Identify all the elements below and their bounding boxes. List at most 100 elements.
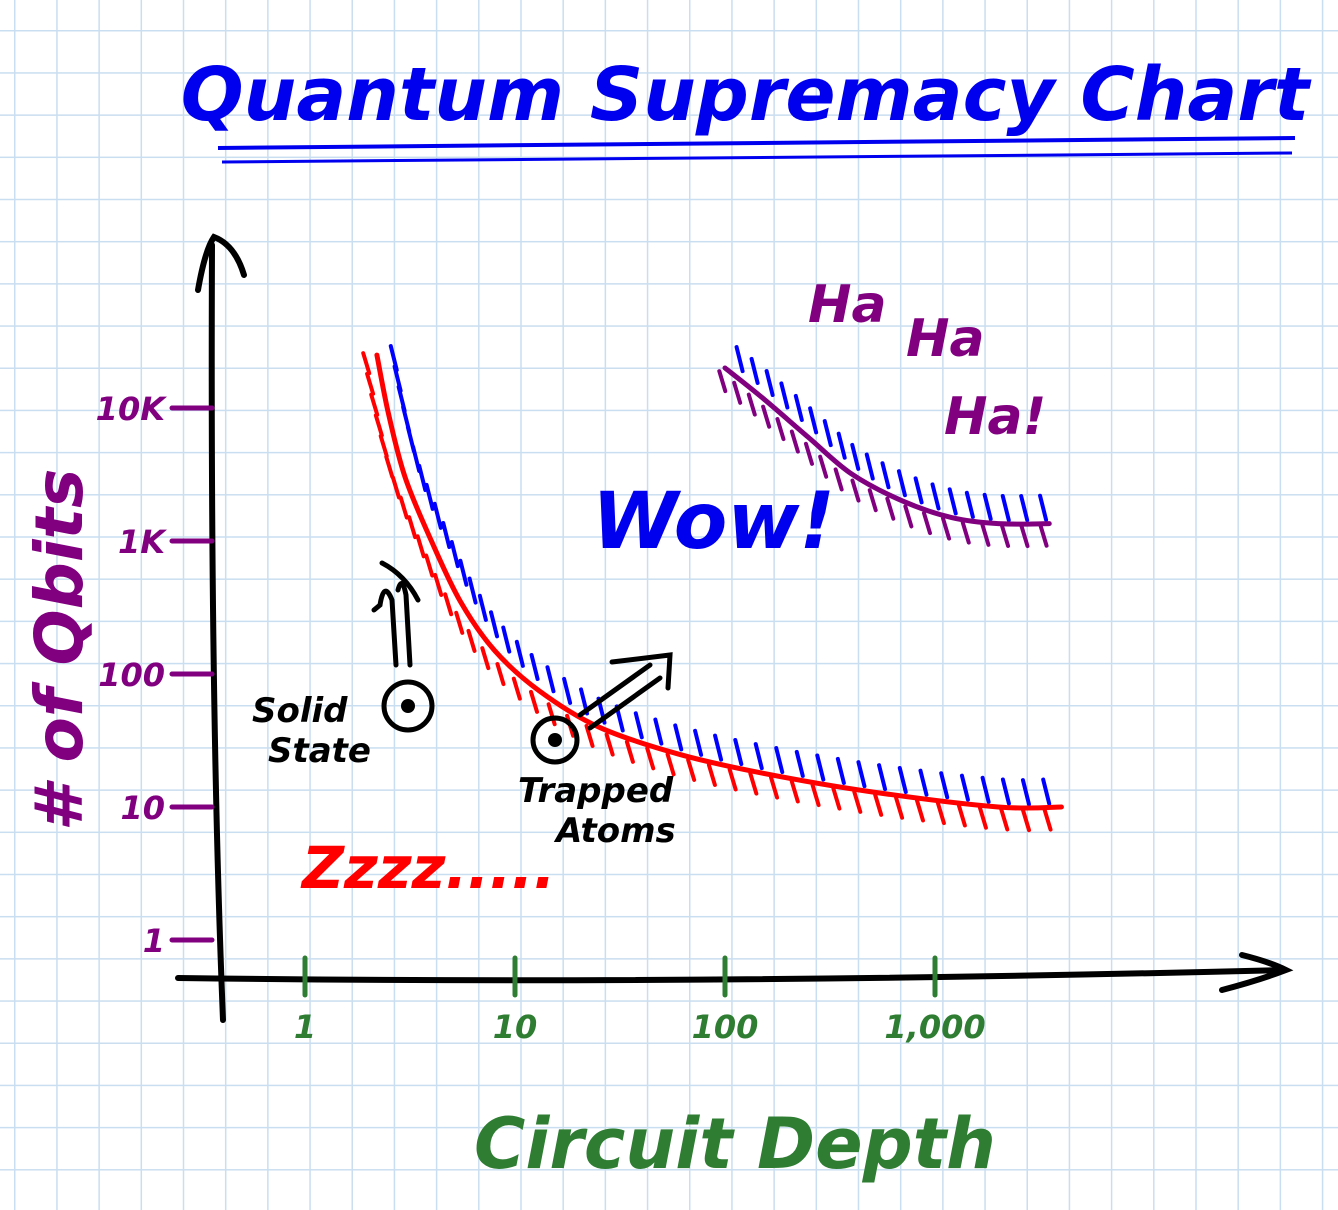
hatch-mark-outer [1000, 493, 1011, 522]
hatch-mark-outer [856, 760, 867, 789]
hatch-mark-outer [982, 492, 993, 521]
hatch-mark-inner [665, 752, 676, 777]
hatch-mark-inner [369, 392, 380, 417]
x-tick-label: 1,000 [884, 1008, 985, 1046]
hatch-mark-inner [761, 404, 772, 429]
hatch-mark-inner [748, 771, 759, 796]
hatch-mark-outer [918, 768, 929, 797]
hatch-mark-inner [960, 520, 971, 545]
hatch-mark-outer [1020, 778, 1031, 807]
series-curve-2 [722, 365, 1052, 527]
hatch-mark-inner [852, 789, 863, 814]
hatch-mark-inner [810, 783, 821, 808]
solid-state-arrow [371, 560, 421, 668]
trapped-atoms-label-1: Trapped [518, 771, 674, 811]
hatch-mark-inner [732, 380, 743, 405]
hatch-mark-inner [914, 798, 925, 823]
hatch-mark-inner [1038, 523, 1049, 548]
curve-hatching [361, 344, 1053, 833]
y-tick-label: 10K [96, 390, 168, 428]
hatch-mark-outer [673, 723, 684, 752]
hatch-mark-inner [466, 628, 477, 653]
hatch-mark-outer [808, 406, 819, 435]
hatch-mark-outer [1019, 494, 1030, 523]
hatch-mark-outer [947, 487, 958, 516]
solid-state-label-2: State [268, 731, 371, 771]
hatch-mark-inner [443, 592, 454, 617]
hatch-mark-outer [489, 610, 500, 639]
x-axis-arrowhead [1219, 952, 1294, 993]
ha-annotation-1: Ha [808, 275, 887, 335]
hatch-mark-outer [545, 665, 556, 694]
hatch-mark-outer [959, 773, 970, 802]
hatch-mark-outer [764, 369, 775, 398]
hatch-mark-outer [653, 717, 664, 746]
solid-state-marker [381, 679, 435, 733]
hatch-mark-outer [441, 520, 452, 549]
hatch-mark-outer [562, 676, 573, 705]
hatch-mark-inner [746, 392, 757, 417]
ha-annotation-3: Ha! [944, 387, 1046, 447]
hatch-mark-inner [850, 478, 861, 503]
hatch-mark-outer [1038, 493, 1049, 522]
hatch-mark-outer [1000, 777, 1011, 806]
hatch-mark-inner [424, 553, 435, 578]
hatch-mark-outer [753, 742, 764, 771]
hatch-mark-inner [727, 767, 738, 792]
chart-title: Quantum Supremacy Chart [181, 52, 1312, 138]
hatch-mark-inner [818, 454, 829, 479]
hatch-mark-inner [894, 795, 905, 820]
hatch-mark-inner [977, 805, 988, 830]
title-underline-2 [221, 151, 1293, 164]
hatch-mark-inner [361, 351, 372, 376]
x-tick-label: 1 [294, 1008, 316, 1046]
trapped-atoms-marker [530, 715, 580, 765]
hatch-mark-inner [1000, 523, 1011, 548]
hatch-mark-outer [733, 737, 744, 766]
hatch-mark-inner [407, 515, 418, 540]
hatch-mark-inner [775, 417, 786, 442]
hatch-mark-outer [501, 625, 512, 654]
hatch-mark-outer [896, 469, 907, 498]
hatch-mark-inner [390, 475, 401, 500]
hatch-mark-outer [822, 419, 833, 448]
hatch-mark-inner [384, 454, 395, 479]
curves [374, 352, 1064, 811]
hatch-mark-inner [415, 534, 426, 559]
hatch-mark-inner [604, 732, 615, 757]
hatch-mark-inner [867, 488, 878, 513]
hatch-mark-inner [873, 792, 884, 817]
hatch-mark-inner [495, 662, 506, 687]
hatch-mark-outer [514, 639, 525, 668]
zzz-annotation: Zzzz..... [300, 834, 556, 902]
hatch-mark-inner [365, 371, 376, 396]
hatch-mark-inner [433, 572, 444, 597]
hatch-mark-outer [424, 482, 435, 511]
hatch-mark-inner [378, 434, 389, 459]
hatch-mark-outer [529, 652, 540, 681]
y-tick-label: 10 [120, 789, 165, 827]
hatch-mark-outer [734, 345, 745, 374]
hatch-mark-inner [803, 441, 814, 466]
hatch-mark-inner [373, 413, 384, 438]
x-axis [175, 967, 1287, 984]
hatch-mark-inner [706, 762, 717, 787]
hatch-mark-outer [417, 463, 428, 492]
hatch-mark-inner [769, 775, 780, 800]
solid-state-label-1: Solid [252, 691, 348, 731]
hatch-mark-outer [980, 775, 991, 804]
hatch-mark-outer [835, 756, 846, 785]
title-underline [217, 136, 1296, 150]
hatch-mark-outer [749, 356, 760, 385]
ha-annotation-2: Ha [906, 309, 985, 369]
trapped-atoms-arrow [577, 652, 673, 731]
hatch-mark-inner [1042, 807, 1053, 832]
hatch-mark-inner [956, 803, 967, 828]
hatch-mark-inner [511, 676, 522, 701]
hatch-mark-outer [913, 476, 924, 505]
hatch-mark-outer [477, 593, 488, 622]
y-tick-label: 1K [118, 523, 167, 561]
hatch-mark-outer [877, 763, 888, 792]
hatch-mark-inner [789, 429, 800, 454]
